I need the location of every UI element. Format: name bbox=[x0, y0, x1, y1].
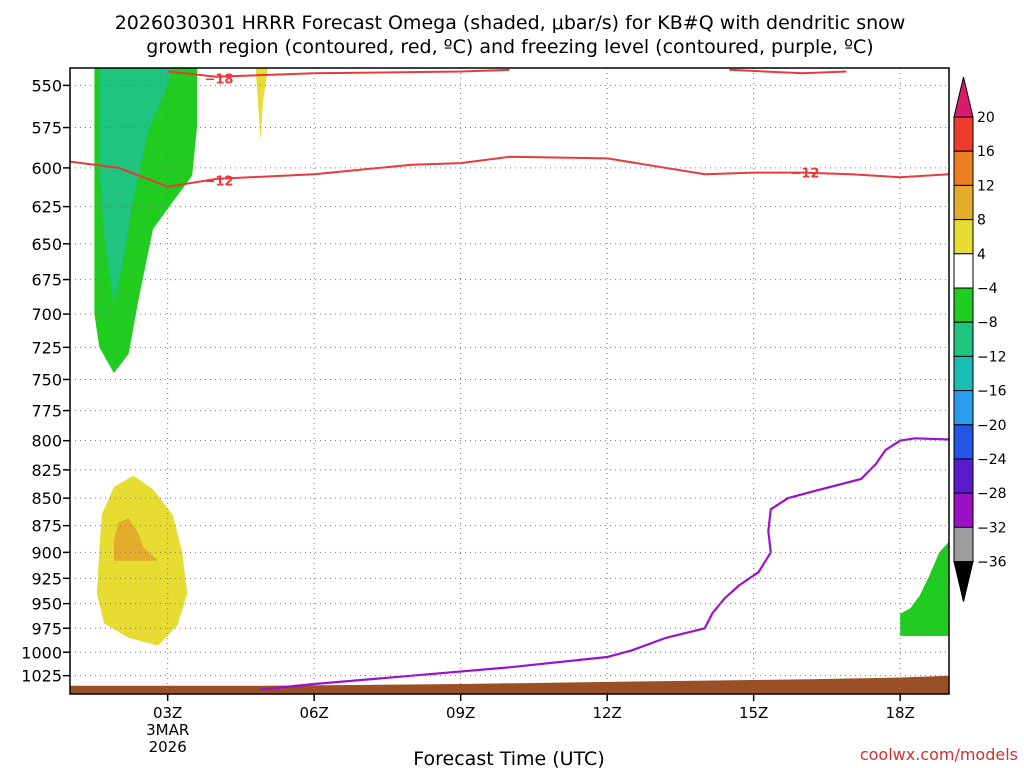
x-tick-label: 15Z bbox=[739, 704, 768, 722]
y-tick-label: 650 bbox=[31, 235, 62, 254]
x-tick-label: 03Z bbox=[153, 704, 182, 722]
y-tick-label: 550 bbox=[31, 76, 62, 95]
colorbar-label: −32 bbox=[977, 520, 1007, 536]
colorbar-segment bbox=[953, 321, 974, 357]
colorbar-label: −24 bbox=[977, 452, 1007, 468]
y-tick-label: 1025 bbox=[21, 667, 62, 686]
plot-area bbox=[70, 68, 949, 694]
colorbar-segment bbox=[953, 150, 974, 186]
x-tick-date-label: 3MAR bbox=[146, 721, 189, 739]
grid-lines bbox=[70, 68, 949, 694]
freezing-level-line bbox=[260, 437, 949, 691]
x-tick-label: 09Z bbox=[446, 704, 475, 722]
colorbar-top-arrow bbox=[953, 76, 974, 118]
y-axis-ticks: 550 575 600 625 650 675 700 725 750 775 800 825 850 8… bbox=[21, 76, 70, 686]
contour-overlays bbox=[70, 68, 949, 691]
x-tick-date-label: 2026 bbox=[149, 738, 187, 756]
contour-label: −18 bbox=[204, 72, 233, 87]
y-tick-label: 625 bbox=[31, 198, 62, 217]
colorbar-segment bbox=[953, 287, 974, 323]
colorbar-segment bbox=[953, 424, 974, 460]
y-tick-label: 800 bbox=[31, 432, 62, 451]
colorbar-label: −28 bbox=[977, 486, 1007, 502]
chart-title-line2: growth region (contoured, red, ºC) and f… bbox=[146, 36, 873, 58]
colorbar-segment bbox=[953, 184, 974, 221]
y-tick-label: 925 bbox=[31, 569, 62, 588]
contour-label: −12 bbox=[204, 174, 233, 189]
omega-region-neg12 bbox=[99, 68, 173, 305]
y-tick-label: 875 bbox=[31, 517, 62, 536]
y-tick-label: 975 bbox=[31, 619, 62, 638]
terrain-fill bbox=[70, 675, 949, 694]
colorbar-label: 16 bbox=[977, 144, 995, 160]
colorbar-label: −36 bbox=[977, 555, 1007, 571]
colorbar-bottom-arrow bbox=[953, 561, 974, 602]
x-tick-label: 12Z bbox=[592, 704, 621, 722]
colorbar-label: −4 bbox=[977, 281, 998, 297]
y-tick-label: 900 bbox=[31, 543, 62, 562]
colorbar-label: 12 bbox=[977, 178, 995, 194]
y-tick-label: 750 bbox=[31, 370, 62, 389]
colorbar-segment bbox=[953, 219, 974, 255]
omega-region-8 bbox=[113, 518, 158, 561]
y-tick-label: 725 bbox=[31, 338, 62, 357]
colorbar-label: −16 bbox=[977, 384, 1007, 400]
y-tick-label: 1000 bbox=[21, 643, 62, 662]
plot-frame bbox=[69, 67, 950, 695]
contour-labels: −18 −12 −12 bbox=[204, 72, 819, 189]
y-tick-label: 850 bbox=[31, 489, 62, 508]
colorbar-label: 20 bbox=[977, 110, 995, 126]
dgz-contour-line bbox=[70, 155, 949, 188]
colorbar-segment bbox=[953, 492, 974, 528]
y-tick-label: 775 bbox=[31, 402, 62, 421]
colorbar-label: −8 bbox=[977, 315, 998, 331]
y-tick-label: 825 bbox=[31, 461, 62, 480]
y-tick-label: 675 bbox=[31, 271, 62, 290]
dgz-contour-line bbox=[729, 68, 847, 75]
colorbar-segment bbox=[953, 526, 974, 563]
x-tick-label: 18Z bbox=[885, 704, 914, 722]
colorbar-segment bbox=[953, 355, 974, 392]
y-tick-label: 575 bbox=[31, 119, 62, 138]
x-tick-label: 06Z bbox=[299, 704, 328, 722]
colorbar-label: 8 bbox=[977, 213, 986, 229]
colorbar-segment bbox=[953, 116, 974, 152]
contour-label: −12 bbox=[790, 167, 819, 182]
y-tick-label: 600 bbox=[31, 159, 62, 178]
colorbar-segment bbox=[953, 458, 974, 494]
chart-title-line1: 2026030301 HRRR Forecast Omega (shaded, … bbox=[115, 12, 906, 34]
y-tick-label: 700 bbox=[31, 305, 62, 324]
omega-region-neg8 bbox=[900, 541, 949, 636]
colorbar-label: −20 bbox=[977, 418, 1007, 434]
omega-region-4 bbox=[255, 68, 268, 141]
colorbar-segment bbox=[953, 253, 974, 289]
y-tick-label: 950 bbox=[31, 595, 62, 614]
colorbar: 20 16 12 8 4 −4 −8 −12 −16 −20 −24 −28 −32 −36 bbox=[953, 76, 1007, 602]
colorbar-label: −12 bbox=[977, 349, 1007, 365]
colorbar-segment bbox=[953, 390, 974, 426]
colorbar-label: 4 bbox=[977, 247, 986, 263]
credit-text: coolwx.com/models bbox=[860, 745, 1018, 764]
x-axis-label: Forecast Time (UTC) bbox=[413, 748, 604, 768]
